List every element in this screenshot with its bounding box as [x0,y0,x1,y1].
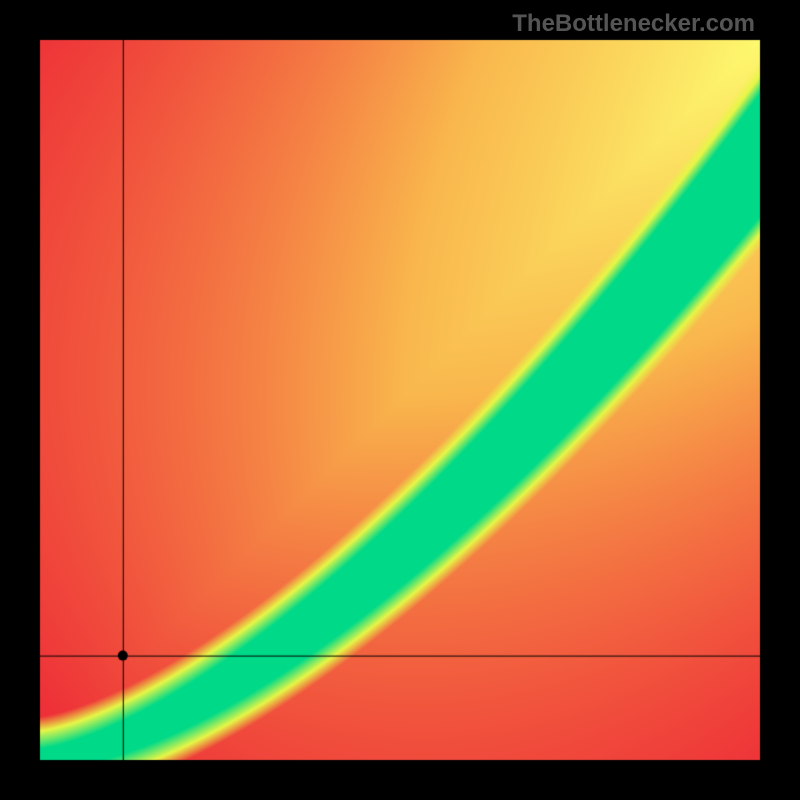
chart-container: TheBottlenecker.com [0,0,800,800]
heatmap-canvas [0,0,800,800]
watermark-text: TheBottlenecker.com [512,10,755,38]
